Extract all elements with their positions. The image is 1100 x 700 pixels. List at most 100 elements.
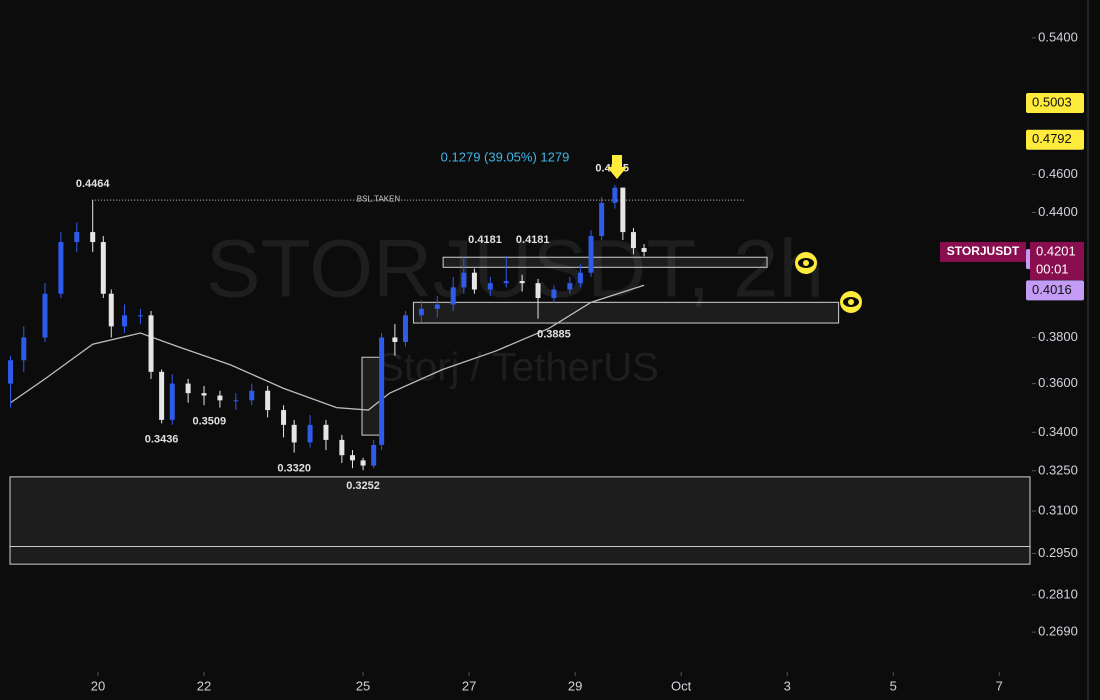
price-badge-label: 0.4792 bbox=[1032, 131, 1072, 146]
price-label: 0.3885 bbox=[537, 329, 571, 341]
x-tick-label: 7 bbox=[996, 678, 1003, 693]
y-tick-label: 0.2690 bbox=[1038, 624, 1078, 639]
candle-body bbox=[641, 248, 647, 252]
candle-body bbox=[8, 360, 14, 384]
candle-body bbox=[108, 293, 114, 327]
y-tick-label: 0.2950 bbox=[1038, 545, 1078, 560]
y-tick-label: 0.4600 bbox=[1038, 166, 1078, 181]
symbol-badge bbox=[940, 241, 1026, 262]
candle-body bbox=[100, 242, 106, 294]
candle-body bbox=[567, 283, 573, 290]
candle-body bbox=[487, 283, 493, 290]
candle-body bbox=[201, 393, 207, 396]
candle-body bbox=[122, 315, 128, 327]
x-tick-label: 29 bbox=[568, 678, 582, 693]
candle-body bbox=[371, 444, 377, 466]
zone bbox=[412, 301, 840, 324]
y-tick-label: 0.2810 bbox=[1038, 586, 1078, 601]
candle-body bbox=[159, 371, 165, 420]
candle-body bbox=[599, 202, 605, 237]
candle-body bbox=[402, 315, 408, 342]
candle-body bbox=[42, 293, 48, 338]
x-tick-label: 3 bbox=[784, 678, 791, 693]
candle-body bbox=[588, 236, 594, 273]
arrow-icon bbox=[607, 155, 627, 179]
zone bbox=[442, 256, 768, 268]
price-label: 0.4181 bbox=[516, 234, 550, 246]
x-tick-label: 25 bbox=[356, 678, 370, 693]
candle-body bbox=[265, 390, 271, 411]
candle-body bbox=[185, 383, 191, 394]
x-tick-label: 5 bbox=[890, 678, 897, 693]
candle-body bbox=[519, 281, 525, 284]
x-tick-label: 22 bbox=[197, 678, 211, 693]
countdown-label: 00:01 bbox=[1036, 261, 1069, 276]
last-price-badge bbox=[1030, 241, 1084, 280]
y-tick-label: 0.3600 bbox=[1038, 375, 1078, 390]
price-badge-label: 0.5003 bbox=[1032, 94, 1072, 109]
price-badge bbox=[1026, 129, 1084, 150]
candle-body bbox=[291, 424, 297, 443]
candle-body bbox=[535, 283, 541, 299]
candle-body bbox=[461, 272, 467, 288]
moving-average bbox=[10, 284, 645, 411]
price-badge bbox=[1026, 280, 1084, 301]
eye-icon bbox=[795, 252, 817, 274]
candle-body bbox=[612, 187, 618, 203]
candle-body bbox=[620, 187, 626, 233]
x-tick-label: 27 bbox=[462, 678, 476, 693]
price-label: 0.3436 bbox=[145, 433, 179, 445]
y-tick-label: 0.3100 bbox=[1038, 503, 1078, 518]
candle-body bbox=[90, 232, 96, 243]
candle-body bbox=[148, 315, 154, 372]
candle-body bbox=[323, 424, 329, 440]
plot: BSL.TAKEN 0.4464 0.3436 0.3509 0.3320 0.3252 0… bbox=[8, 163, 1031, 565]
candle-body bbox=[450, 287, 456, 305]
level-label: BSL.TAKEN bbox=[357, 194, 401, 203]
candle-body bbox=[503, 281, 509, 284]
price-label: 0.4181 bbox=[468, 234, 502, 246]
y-tick-label: 0.4400 bbox=[1038, 204, 1078, 219]
candle-body bbox=[137, 315, 143, 317]
candle-body bbox=[630, 232, 636, 249]
price-label: 0.3509 bbox=[193, 415, 227, 427]
y-tick-label: 0.3800 bbox=[1038, 329, 1078, 344]
candle-body bbox=[360, 460, 366, 466]
price-badge bbox=[1026, 92, 1084, 113]
candle-body bbox=[392, 337, 398, 342]
candle-body bbox=[339, 439, 345, 456]
zone bbox=[9, 476, 1031, 565]
candle-body bbox=[217, 395, 223, 401]
candle-body bbox=[418, 308, 424, 316]
last-price-label: 0.4201 bbox=[1036, 243, 1076, 258]
candle-body bbox=[471, 272, 477, 290]
y-tick-label: 0.3400 bbox=[1038, 424, 1078, 439]
candle-body bbox=[233, 400, 239, 402]
candle-body bbox=[21, 337, 27, 361]
candle-body bbox=[349, 455, 355, 461]
candle-body bbox=[281, 410, 287, 425]
candle-body bbox=[577, 272, 583, 284]
eye-icon bbox=[840, 291, 862, 313]
measure-label: 0.1279 (39.05%) 1279 bbox=[441, 149, 570, 164]
candle-body bbox=[74, 232, 80, 243]
candle-body bbox=[307, 424, 313, 443]
price-label: 0.4464 bbox=[76, 178, 111, 190]
candle-body bbox=[249, 390, 255, 401]
x-tick-label: 20 bbox=[91, 678, 105, 693]
candle-body bbox=[58, 242, 64, 294]
candle-body bbox=[551, 289, 557, 299]
y-tick-label: 0.3250 bbox=[1038, 462, 1078, 477]
x-tick-label: Oct bbox=[671, 678, 692, 693]
candle-body bbox=[379, 337, 385, 445]
candle-body bbox=[434, 304, 440, 309]
y-tick-label: 0.5400 bbox=[1038, 29, 1078, 44]
price-badge-label: 0.4016 bbox=[1032, 282, 1072, 297]
watermark-subtitle: Storj / TetherUS bbox=[377, 346, 659, 390]
candle-body bbox=[169, 383, 175, 420]
watermark-title: STORJUSDT, 2h bbox=[206, 224, 824, 315]
price-label: 0.3252 bbox=[346, 480, 380, 492]
symbol-label: STORJUSDT bbox=[947, 244, 1020, 258]
